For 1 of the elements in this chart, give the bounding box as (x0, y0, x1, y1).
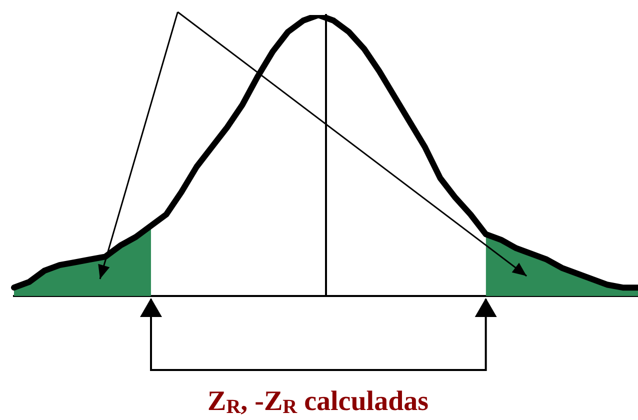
text: Z$_{R}$, -Z$_{R}$ calculadas (208, 386, 429, 418)
